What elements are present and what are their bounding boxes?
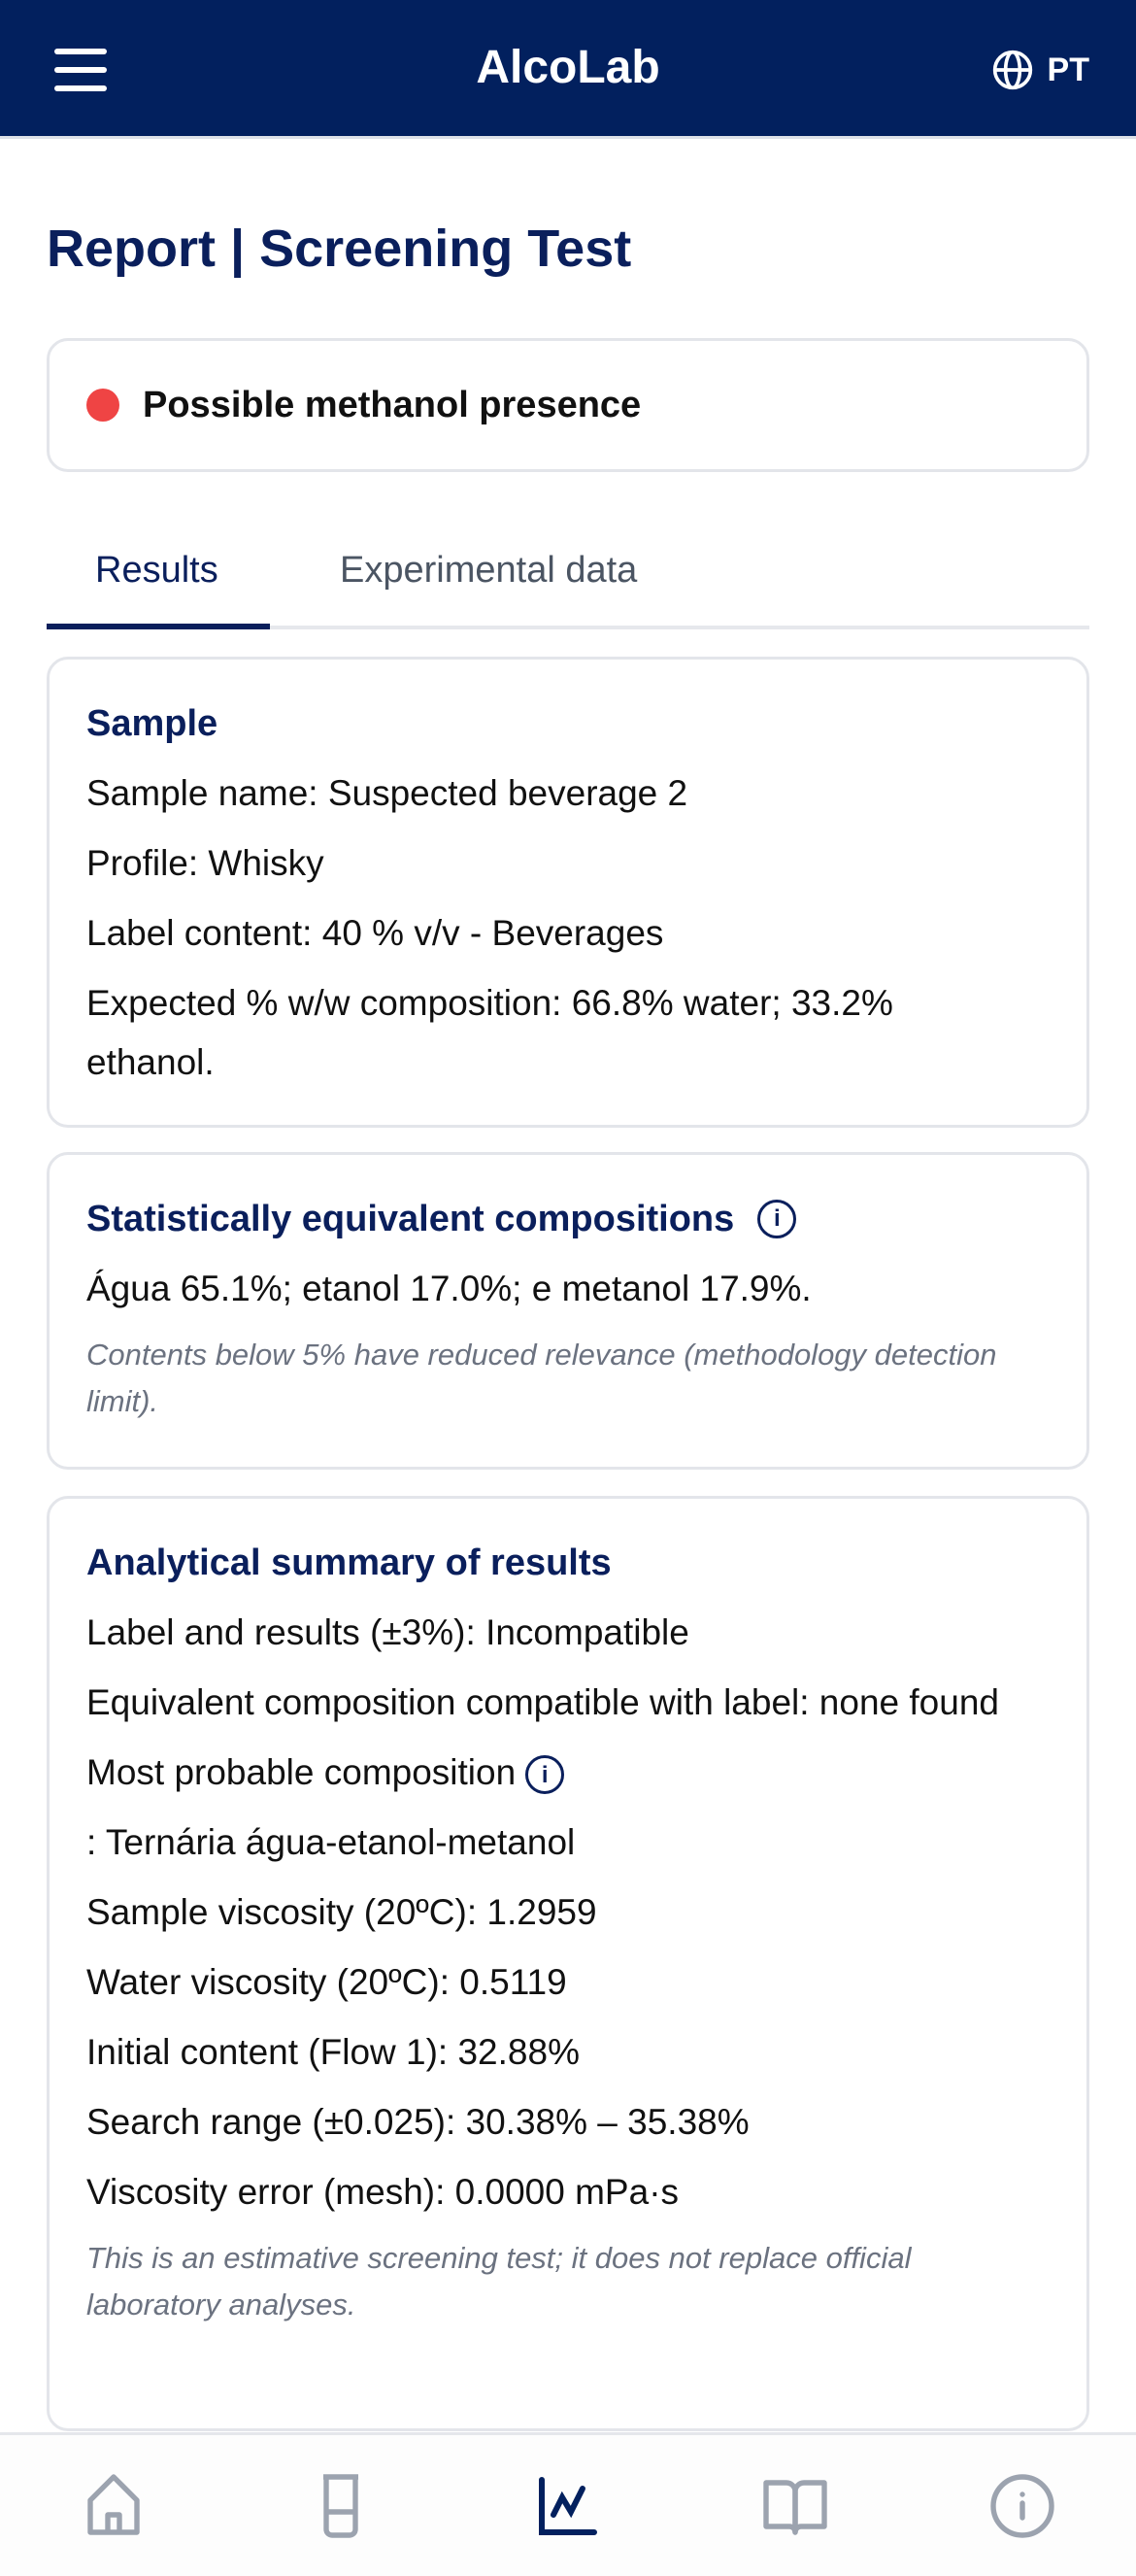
summary-line: Sample viscosity (20ºC): 1.2959 [86, 1892, 597, 1932]
info-icon [990, 2473, 1054, 2538]
equivalent-note: Contents below 5% have reduced relevance… [86, 1338, 997, 1418]
tab-results[interactable]: Results [95, 550, 218, 591]
equivalent-text: Água 65.1%; etanol 17.0%; e metanol 17.9… [86, 1269, 812, 1308]
equivalent-title: Statistically equivalent compositions [86, 1199, 735, 1239]
sample-label-content: Label content: 40 % v/v - Beverages [86, 913, 664, 953]
sample-name: Sample name: Suspected beverage 2 [86, 773, 688, 813]
home-icon [87, 2473, 140, 2535]
sample-card: Sample Sample name: Suspected beverage 2… [47, 657, 1089, 1128]
summary-line: Most probable composition [86, 1752, 517, 1792]
info-icon[interactable]: i [757, 1200, 797, 1238]
active-tab-indicator [47, 624, 270, 629]
status-text: Possible methanol presence [143, 384, 642, 425]
nav-test[interactable] [297, 2462, 384, 2550]
summary-title: Analytical summary of results [86, 1542, 612, 1583]
summary-line: Water viscosity (20ºC): 0.5119 [86, 1962, 567, 2002]
app-header: AlcoLab PT [0, 0, 1136, 139]
globe-icon [992, 50, 1032, 90]
nav-about[interactable] [979, 2462, 1066, 2550]
status-alert: Possible methanol presence [47, 338, 1089, 472]
summary-line: Search range (±0.025): 30.38% – 35.38% [86, 2102, 750, 2142]
book-icon [763, 2479, 827, 2535]
summary-line: Label and results (±3%): Incompatible [86, 1612, 689, 1652]
sample-expected-composition: Expected % w/w composition: 66.8% water;… [86, 983, 893, 1082]
summary-line: : Ternária água-etanol-metanol [86, 1822, 576, 1862]
summary-line: Viscosity error (mesh): 0.0000 mPa·s [86, 2172, 680, 2212]
info-icon[interactable]: i [525, 1755, 565, 1795]
bottom-nav [0, 2432, 1136, 2576]
status-dot-icon [86, 389, 119, 422]
nav-guide[interactable] [752, 2462, 839, 2550]
equivalent-card: Statistically equivalent compositions i Á… [47, 1152, 1089, 1470]
language-button[interactable]: PT [991, 49, 1089, 91]
summary-note: This is an estimative screening test; it… [86, 2241, 912, 2322]
menu-icon[interactable] [54, 49, 109, 91]
language-label: PT [1047, 51, 1089, 88]
chart-icon [539, 2476, 597, 2535]
sample-profile: Profile: Whisky [86, 843, 324, 883]
test-tube-icon [323, 2473, 358, 2538]
page-title: Report | Screening Test [47, 220, 632, 278]
tab-experimental-data[interactable]: Experimental data [340, 550, 638, 591]
summary-line: Equivalent composition compatible with l… [86, 1682, 999, 1722]
summary-card: Analytical summary of results Label and … [47, 1496, 1089, 2431]
app-title: AlcoLab [476, 42, 660, 93]
nav-home[interactable] [70, 2462, 157, 2550]
nav-report[interactable] [524, 2462, 612, 2550]
tab-bar: Results Experimental data [47, 544, 1089, 629]
summary-line: Initial content (Flow 1): 32.88% [86, 2032, 580, 2072]
sample-title: Sample [86, 703, 218, 744]
